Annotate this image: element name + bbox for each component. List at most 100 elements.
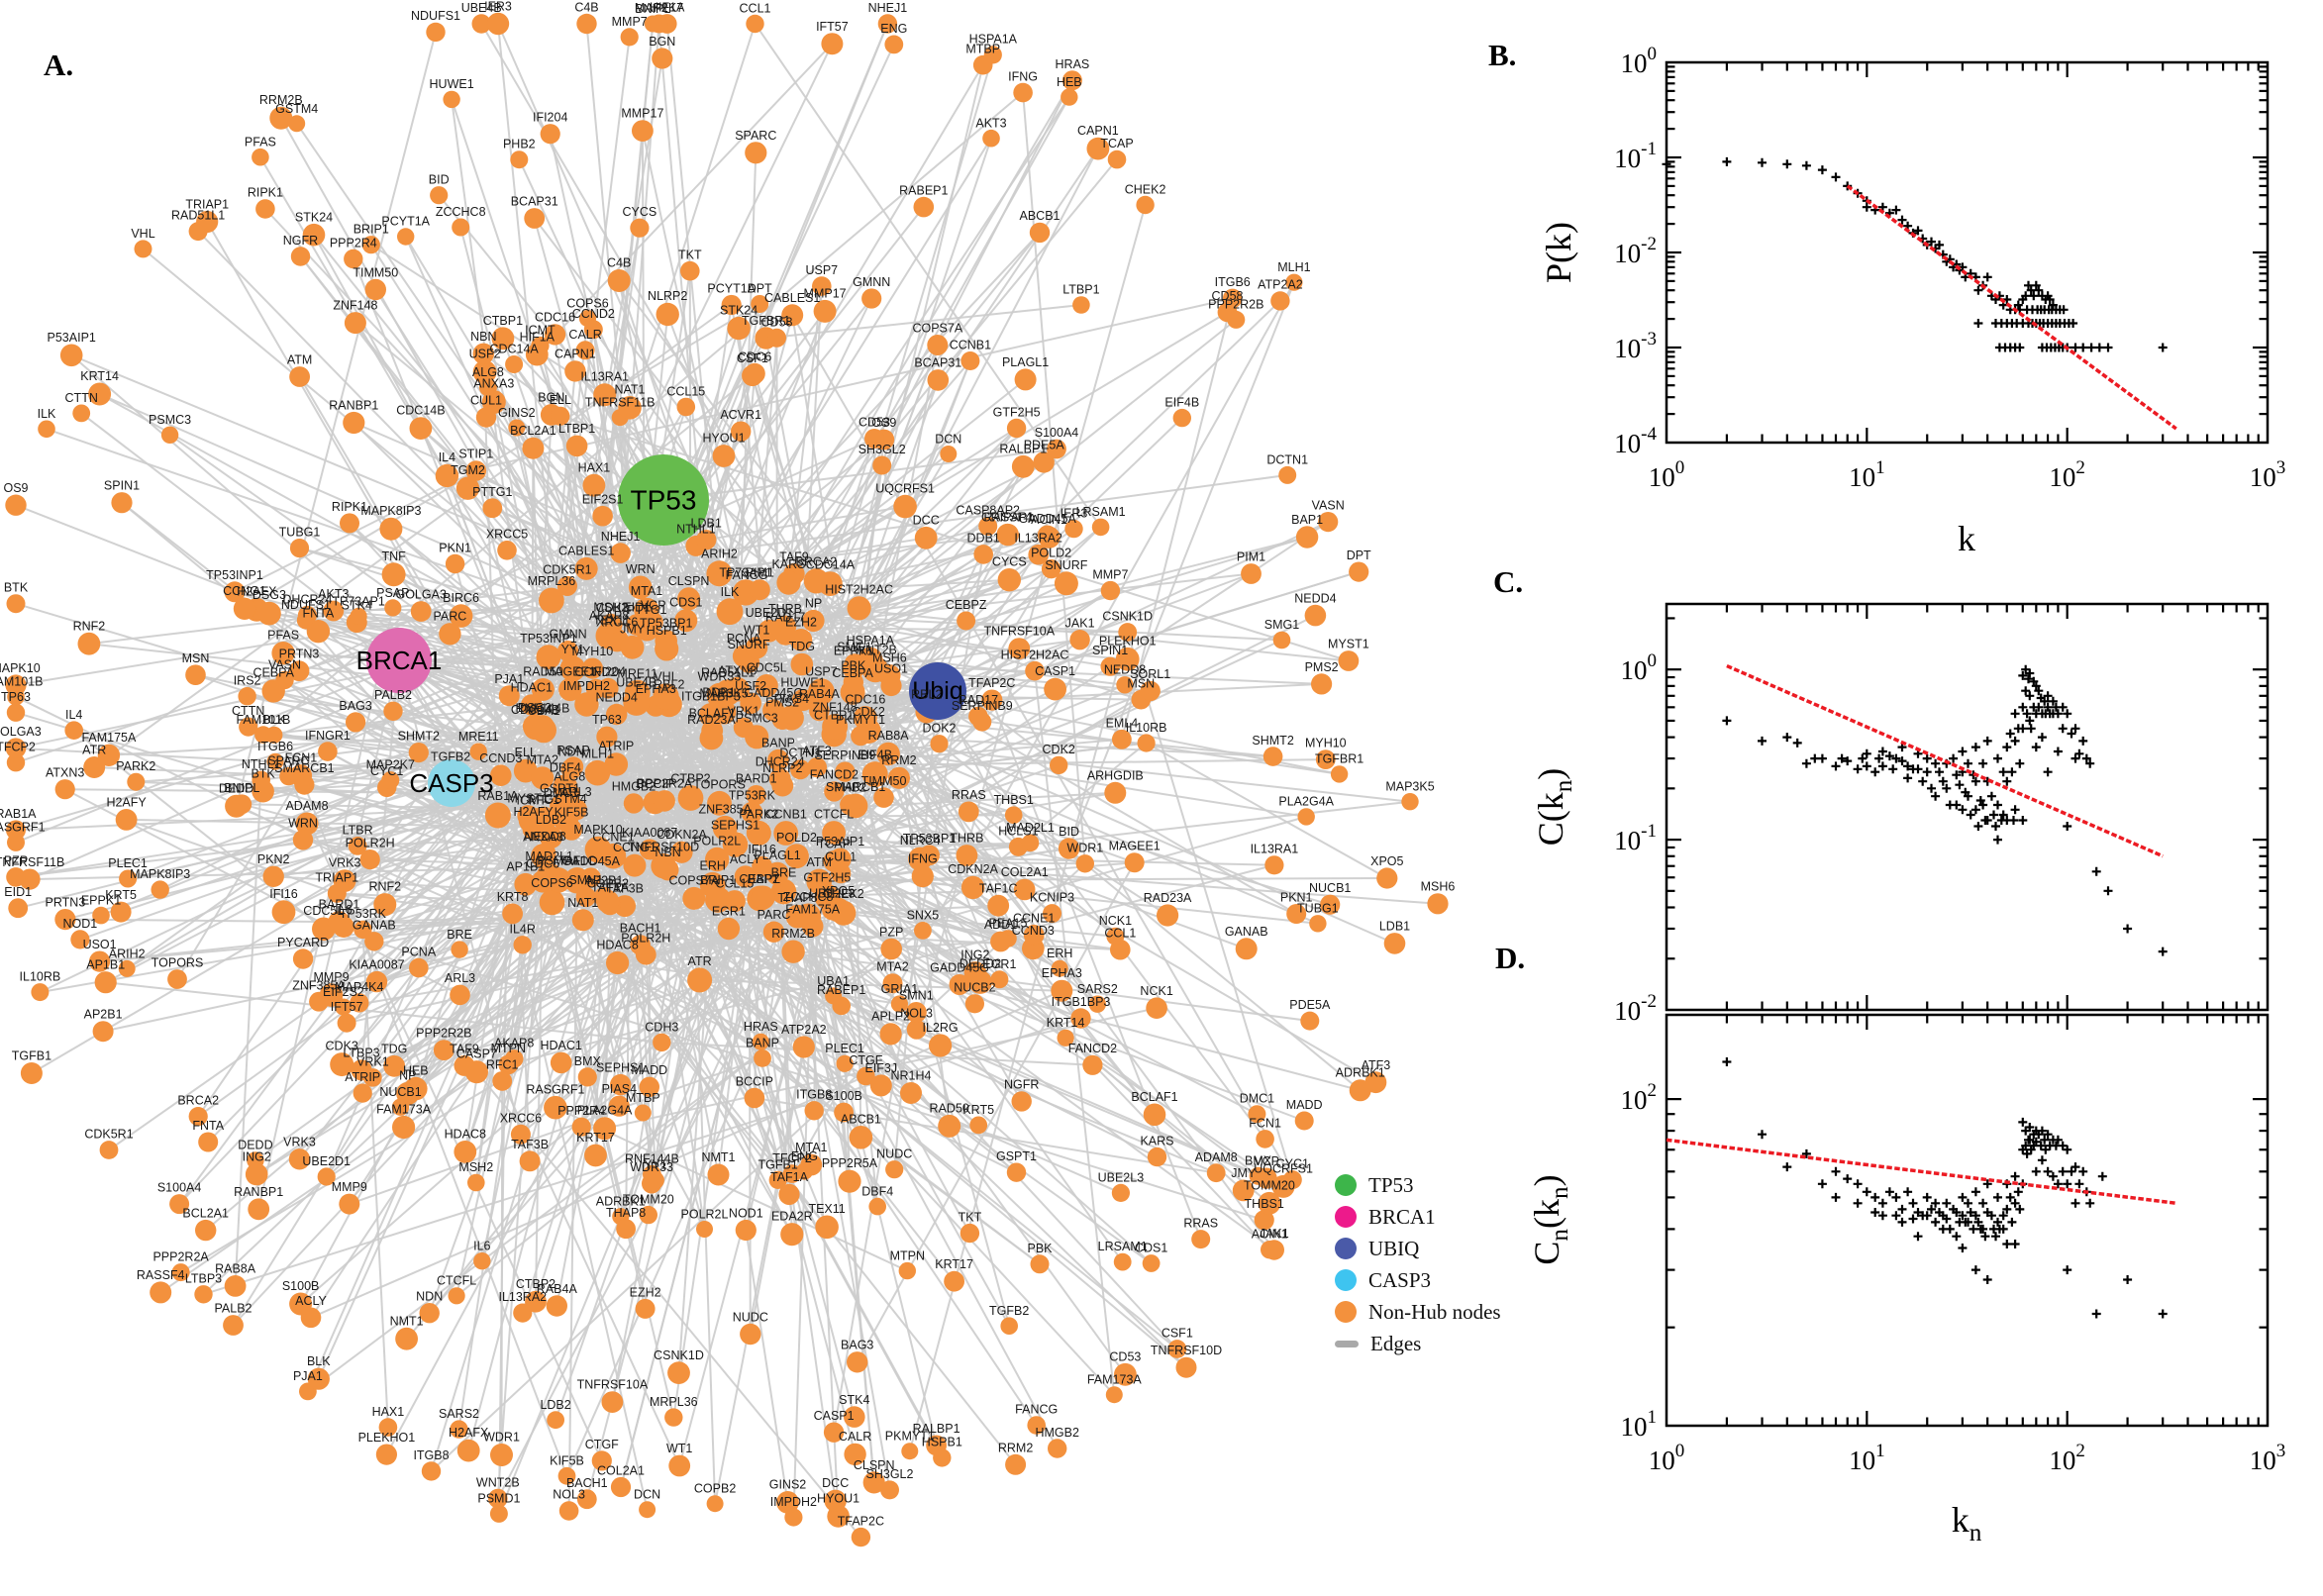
network-node-label: AKAP8 [589, 609, 629, 623]
network-edge [178, 793, 570, 1205]
network-node [1006, 1162, 1027, 1182]
network-node [1116, 676, 1134, 694]
network-node [1014, 368, 1037, 391]
network-node-label: XRCC6 [596, 616, 638, 630]
network-node [1070, 1008, 1091, 1029]
network-node-label: ADAM8 [285, 799, 328, 813]
network-node [768, 1170, 787, 1189]
network-node-label: LTBP1 [558, 422, 595, 436]
network-edge [299, 853, 547, 1305]
network-node-label: CTGF [849, 1053, 882, 1067]
network-node-label: BTK [251, 766, 275, 780]
network-node [604, 752, 629, 776]
network-node-label: CDK5R1 [84, 1128, 133, 1142]
network-node-label: PIAS4 [602, 1082, 637, 1096]
network-edge [398, 659, 835, 793]
svg-text:100: 100 [1649, 457, 1685, 492]
network-node-label: NUCB1 [1309, 881, 1351, 895]
network-node-label: IL6 [473, 1240, 490, 1253]
network-node-label: MAD2L1 [525, 849, 573, 863]
network-node-label: AP2B1 [84, 1008, 123, 1022]
network-node [790, 759, 811, 780]
network-node-label: ACIN1 [1252, 1228, 1288, 1242]
network-node-label: UBA1 [528, 704, 560, 718]
network-node-label: PKN1 [439, 541, 471, 554]
network-node [361, 236, 380, 254]
network-node-label: RRM2 [998, 1441, 1033, 1454]
network-node-label: MMP7 [1092, 567, 1128, 581]
network-node-label: BTK [4, 581, 29, 595]
network-node [990, 970, 1009, 989]
network-node [1037, 525, 1058, 546]
network-node [1048, 1439, 1067, 1458]
network-node [813, 299, 837, 323]
network-node-label: ABCB1 [841, 1113, 881, 1127]
network-edge [533, 218, 649, 630]
network-node [335, 998, 353, 1016]
network-node [1272, 631, 1291, 649]
y-axis-title: C(kn) [1531, 768, 1577, 847]
network-node [318, 742, 338, 761]
network-node [1248, 1105, 1266, 1124]
network-node [1114, 1362, 1137, 1386]
network-node [449, 604, 473, 628]
axis-ticks [1666, 62, 2268, 443]
network-node [606, 950, 630, 975]
network-node [490, 764, 512, 786]
network-node-label: TRIAP1 [185, 197, 229, 211]
network-node-label: ELL [515, 746, 537, 759]
network-edge [858, 379, 940, 609]
network-node [475, 407, 497, 428]
network-node [261, 679, 285, 703]
svg-text:101: 101 [1849, 1441, 1885, 1475]
network-node-label: CDK3 [326, 1040, 358, 1053]
network-node-label: TDG [789, 640, 815, 653]
network-node [245, 1162, 268, 1186]
network-node [930, 735, 949, 753]
network-node [20, 1062, 43, 1084]
network-node [784, 844, 809, 869]
network-node [1104, 781, 1127, 804]
network-node-label: CDKN2A [656, 828, 707, 842]
network-edge [796, 916, 971, 1235]
network-node-label: RABEP1 [817, 983, 865, 997]
network-node-label: JAK1 [1260, 1227, 1289, 1241]
network-node [421, 1461, 442, 1481]
network-node-label: BCAP31 [914, 356, 961, 370]
network-node [1172, 408, 1192, 428]
network-edge [501, 1080, 681, 1466]
network-node [469, 743, 487, 760]
network-node [824, 781, 845, 802]
network-node [584, 1144, 607, 1167]
network-node-label: PBK [841, 658, 866, 672]
network-node-label: CYC1 [370, 764, 403, 778]
network-node-label: PALB2 [374, 688, 412, 702]
network-node [224, 1275, 247, 1297]
network-node [914, 922, 932, 940]
network-node [330, 1052, 354, 1077]
network-node [1315, 749, 1336, 769]
network-node-label: DOK2 [922, 722, 956, 736]
network-node-label: RAD51L1 [171, 209, 225, 223]
network-node-label: CDC14A [806, 558, 856, 572]
network-node-label: GINS2 [498, 406, 536, 420]
network-node-label: ATRIP [345, 1070, 380, 1084]
network-edge [533, 217, 892, 687]
network-node-label: NP [805, 596, 822, 610]
network-node-label: TP73AP1 [332, 594, 385, 608]
network-node-label: FANCD2 [1068, 1042, 1117, 1055]
network-node [580, 867, 601, 888]
network-node [92, 906, 110, 925]
legend-label: TP53 [1368, 1172, 1414, 1197]
network-node [623, 793, 645, 814]
network-node-label: SHMT2 [398, 730, 440, 744]
network-node-label: TAF9 [779, 549, 809, 563]
network-node [584, 836, 612, 863]
network-node [443, 90, 460, 109]
network-node-label: PLEC1 [108, 856, 148, 870]
network-node [583, 320, 603, 340]
network-node [1044, 677, 1066, 701]
legend-label: UBIQ [1368, 1236, 1420, 1260]
network-node-label: HAX1 [578, 460, 611, 474]
network-node-label: ICMT [525, 323, 556, 337]
